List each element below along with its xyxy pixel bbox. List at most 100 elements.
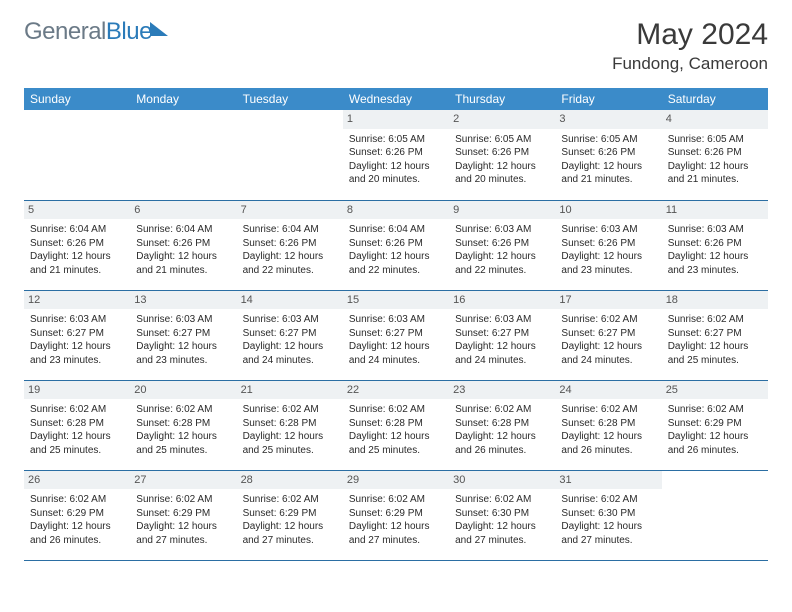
day-info-line: Daylight: 12 hours and 25 minutes. [136, 430, 230, 457]
day-number: 4 [662, 110, 768, 129]
calendar-table: SundayMondayTuesdayWednesdayThursdayFrid… [24, 88, 768, 561]
week-row: 5Sunrise: 6:04 AMSunset: 6:26 PMDaylight… [24, 200, 768, 290]
logo-text-blue: Blue [106, 18, 152, 45]
day-header-sunday: Sunday [24, 88, 130, 110]
day-info-line: Daylight: 12 hours and 24 minutes. [349, 340, 443, 367]
day-cell: 8Sunrise: 6:04 AMSunset: 6:26 PMDaylight… [343, 200, 449, 290]
day-info-line: Sunrise: 6:03 AM [561, 223, 655, 237]
day-info-line: Sunset: 6:27 PM [349, 327, 443, 341]
day-info-line: Sunset: 6:28 PM [561, 417, 655, 431]
week-row: 19Sunrise: 6:02 AMSunset: 6:28 PMDayligh… [24, 380, 768, 470]
day-cell: 17Sunrise: 6:02 AMSunset: 6:27 PMDayligh… [555, 290, 661, 380]
day-info-line: Daylight: 12 hours and 22 minutes. [455, 250, 549, 277]
day-number: 14 [237, 291, 343, 310]
day-info-line: Sunset: 6:26 PM [561, 146, 655, 160]
day-number: 11 [662, 201, 768, 220]
day-info-line: Sunset: 6:26 PM [561, 237, 655, 251]
day-info-line: Sunrise: 6:05 AM [561, 133, 655, 147]
day-info-line: Daylight: 12 hours and 27 minutes. [136, 520, 230, 547]
day-info-line: Daylight: 12 hours and 23 minutes. [561, 250, 655, 277]
day-info-line: Daylight: 12 hours and 24 minutes. [243, 340, 337, 367]
day-number [130, 110, 236, 129]
day-info-line: Sunset: 6:27 PM [455, 327, 549, 341]
day-info-line: Daylight: 12 hours and 27 minutes. [455, 520, 549, 547]
day-info-line: Sunrise: 6:03 AM [455, 223, 549, 237]
day-number [24, 110, 130, 129]
day-info-line: Daylight: 12 hours and 25 minutes. [349, 430, 443, 457]
day-info-line: Sunrise: 6:04 AM [136, 223, 230, 237]
day-info-line: Daylight: 12 hours and 22 minutes. [243, 250, 337, 277]
day-header-row: SundayMondayTuesdayWednesdayThursdayFrid… [24, 88, 768, 110]
day-number: 6 [130, 201, 236, 220]
logo: GeneralBlue [24, 18, 168, 46]
day-info-line: Daylight: 12 hours and 21 minutes. [561, 160, 655, 187]
day-cell: 7 Sunrise: 6:04 AMSunset: 6:26 PMDaylight… [237, 200, 343, 290]
day-info-line: Sunset: 6:26 PM [455, 237, 549, 251]
day-info-line: Daylight: 12 hours and 21 minutes. [668, 160, 762, 187]
day-cell: 28Sunrise: 6:02 AMSunset: 6:29 PMDayligh… [237, 470, 343, 560]
day-header-wednesday: Wednesday [343, 88, 449, 110]
title-block: May 2024 Fundong, Cameroon [612, 18, 768, 74]
day-cell: 5Sunrise: 6:04 AMSunset: 6:26 PMDaylight… [24, 200, 130, 290]
day-number: 19 [24, 381, 130, 400]
day-number: 1 [343, 110, 449, 129]
day-cell: 22Sunrise: 6:02 AMSunset: 6:28 PMDayligh… [343, 380, 449, 470]
day-cell: 2Sunrise: 6:05 AMSunset: 6:26 PMDaylight… [449, 110, 555, 200]
day-info-line: Sunrise: 6:02 AM [136, 403, 230, 417]
day-cell: 21Sunrise: 6:02 AMSunset: 6:28 PMDayligh… [237, 380, 343, 470]
month-title: May 2024 [612, 18, 768, 52]
day-cell-empty [237, 110, 343, 200]
day-info-line: Sunset: 6:29 PM [30, 507, 124, 521]
day-cell-empty [130, 110, 236, 200]
day-info-line: Sunrise: 6:02 AM [349, 403, 443, 417]
day-number: 9 [449, 201, 555, 220]
day-cell: 23Sunrise: 6:02 AMSunset: 6:28 PMDayligh… [449, 380, 555, 470]
day-info-line: Daylight: 12 hours and 20 minutes. [455, 160, 549, 187]
day-info-line: Sunset: 6:28 PM [243, 417, 337, 431]
day-info-line: Daylight: 12 hours and 22 minutes. [349, 250, 443, 277]
day-info-line: Sunset: 6:27 PM [668, 327, 762, 341]
day-cell: 1 Sunrise: 6:05 AMSunset: 6:26 PMDaylight… [343, 110, 449, 200]
day-number: 20 [130, 381, 236, 400]
day-number: 28 [237, 471, 343, 490]
day-header-saturday: Saturday [662, 88, 768, 110]
day-number: 16 [449, 291, 555, 310]
day-info-line: Daylight: 12 hours and 25 minutes. [243, 430, 337, 457]
day-cell: 12Sunrise: 6:03 AMSunset: 6:27 PMDayligh… [24, 290, 130, 380]
day-info-line: Sunrise: 6:05 AM [668, 133, 762, 147]
day-info-line: Sunrise: 6:05 AM [349, 133, 443, 147]
day-cell: 29Sunrise: 6:02 AMSunset: 6:29 PMDayligh… [343, 470, 449, 560]
day-cell: 27Sunrise: 6:02 AMSunset: 6:29 PMDayligh… [130, 470, 236, 560]
day-info-line: Sunset: 6:28 PM [30, 417, 124, 431]
day-info-line: Daylight: 12 hours and 24 minutes. [561, 340, 655, 367]
day-info-line: Sunrise: 6:05 AM [455, 133, 549, 147]
day-info-line: Sunrise: 6:02 AM [243, 403, 337, 417]
day-info-line: Daylight: 12 hours and 23 minutes. [668, 250, 762, 277]
day-header-thursday: Thursday [449, 88, 555, 110]
day-info-line: Sunrise: 6:02 AM [455, 493, 549, 507]
day-info-line: Daylight: 12 hours and 27 minutes. [243, 520, 337, 547]
day-number: 7 [237, 201, 343, 220]
day-header-friday: Friday [555, 88, 661, 110]
day-info-line: Daylight: 12 hours and 24 minutes. [455, 340, 549, 367]
day-number: 18 [662, 291, 768, 310]
day-cell: 11Sunrise: 6:03 AMSunset: 6:26 PMDayligh… [662, 200, 768, 290]
day-info-line: Sunset: 6:27 PM [30, 327, 124, 341]
day-number [662, 471, 768, 490]
day-info-line: Sunrise: 6:04 AM [243, 223, 337, 237]
day-info-line: Daylight: 12 hours and 26 minutes. [455, 430, 549, 457]
day-cell-empty [662, 470, 768, 560]
day-info-line: Sunrise: 6:02 AM [30, 403, 124, 417]
day-info-line: Sunrise: 6:03 AM [668, 223, 762, 237]
day-info-line: Sunset: 6:26 PM [243, 237, 337, 251]
day-info-line: Sunrise: 6:04 AM [30, 223, 124, 237]
day-info-line: Sunset: 6:28 PM [455, 417, 549, 431]
day-info-line: Sunset: 6:26 PM [455, 146, 549, 160]
day-info-line: Sunrise: 6:03 AM [349, 313, 443, 327]
day-number: 17 [555, 291, 661, 310]
day-number [237, 110, 343, 129]
day-info-line: Sunrise: 6:02 AM [561, 493, 655, 507]
day-info-line: Daylight: 12 hours and 20 minutes. [349, 160, 443, 187]
day-cell: 24Sunrise: 6:02 AMSunset: 6:28 PMDayligh… [555, 380, 661, 470]
day-info-line: Sunset: 6:26 PM [349, 146, 443, 160]
